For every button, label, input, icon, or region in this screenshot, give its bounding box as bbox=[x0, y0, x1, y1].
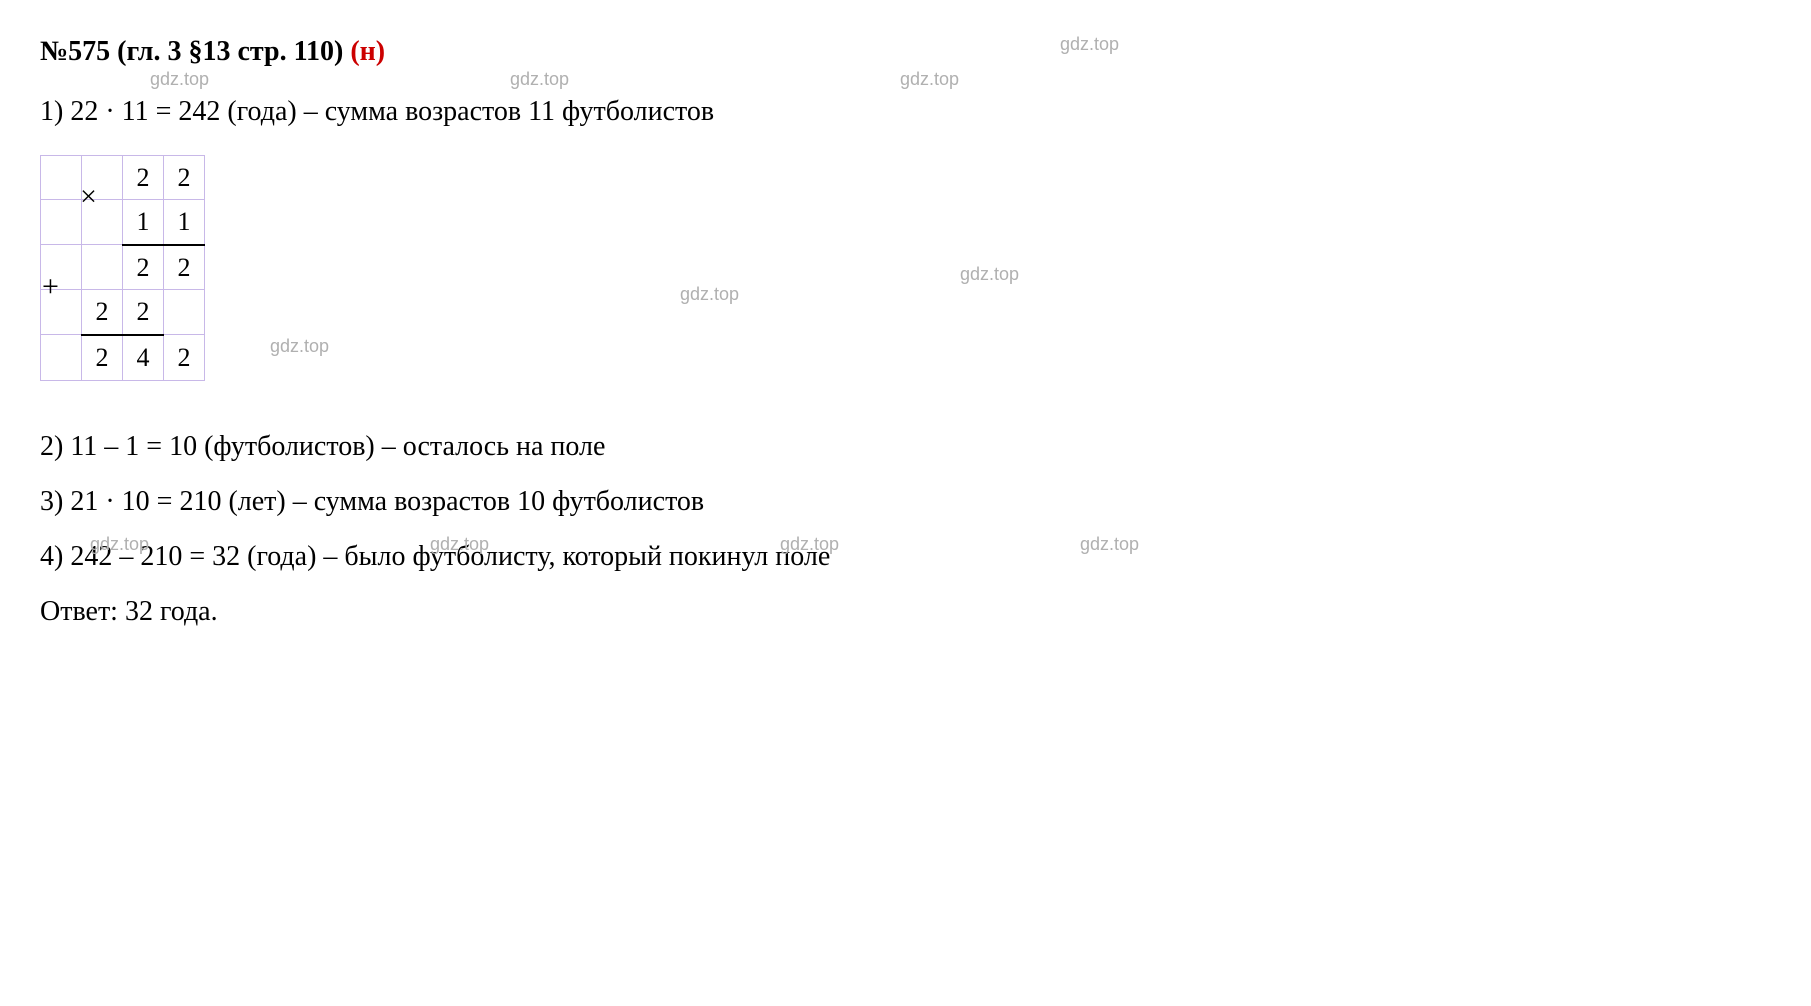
cell bbox=[82, 245, 123, 290]
calc-row-2: 1 1 bbox=[41, 200, 205, 245]
cell bbox=[164, 290, 205, 335]
problem-location: (гл. 3 §13 стр. 110) bbox=[117, 36, 343, 67]
cell bbox=[41, 200, 82, 245]
step-2: 2) 11 – 1 = 10 (футболистов) – осталось … bbox=[40, 425, 1771, 470]
cell: 2 bbox=[123, 290, 164, 335]
cell: 4 bbox=[123, 335, 164, 380]
plus-sign: + bbox=[42, 263, 59, 311]
watermark: gdz.top bbox=[270, 332, 329, 361]
multiply-sign: × bbox=[80, 173, 97, 221]
calc-row-4: 2 2 bbox=[41, 290, 205, 335]
answer: Ответ: 32 года. bbox=[40, 590, 1771, 635]
cell: 2 bbox=[164, 245, 205, 290]
problem-number: №575 bbox=[40, 36, 110, 67]
watermark: gdz.top bbox=[960, 260, 1019, 289]
cell: 1 bbox=[123, 200, 164, 245]
cell: 2 bbox=[123, 155, 164, 200]
multiplication-table: 2 2 1 1 2 2 2 2 2 4 2 bbox=[40, 155, 205, 381]
cell: 1 bbox=[164, 200, 205, 245]
multiplication-table-wrapper: × + 2 2 1 1 2 2 2 2 2 4 bbox=[40, 155, 205, 381]
step-3: 3) 21 · 10 = 210 (лет) – сумма возрастов… bbox=[40, 480, 1771, 525]
calc-row-3: 2 2 bbox=[41, 245, 205, 290]
cell: 2 bbox=[82, 290, 123, 335]
calc-row-5: 2 4 2 bbox=[41, 335, 205, 380]
cell bbox=[41, 155, 82, 200]
cell: 2 bbox=[164, 335, 205, 380]
step-1: 1) 22 · 11 = 242 (года) – сумма возрасто… bbox=[40, 90, 1771, 135]
problem-header: №575 (гл. 3 §13 стр. 110) (н) bbox=[40, 30, 1771, 75]
calc-row-1: 2 2 bbox=[41, 155, 205, 200]
step-4: 4) 242 – 210 = 32 (года) – было футболис… bbox=[40, 535, 1771, 580]
cell bbox=[41, 335, 82, 380]
problem-mark: (н) bbox=[350, 36, 385, 67]
watermark: gdz.top bbox=[680, 280, 739, 309]
cell: 2 bbox=[123, 245, 164, 290]
cell: 2 bbox=[164, 155, 205, 200]
cell: 2 bbox=[82, 335, 123, 380]
